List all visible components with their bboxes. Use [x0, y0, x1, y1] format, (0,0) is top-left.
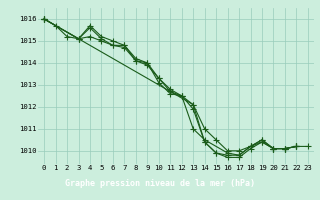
Text: Graphe pression niveau de la mer (hPa): Graphe pression niveau de la mer (hPa) [65, 180, 255, 188]
